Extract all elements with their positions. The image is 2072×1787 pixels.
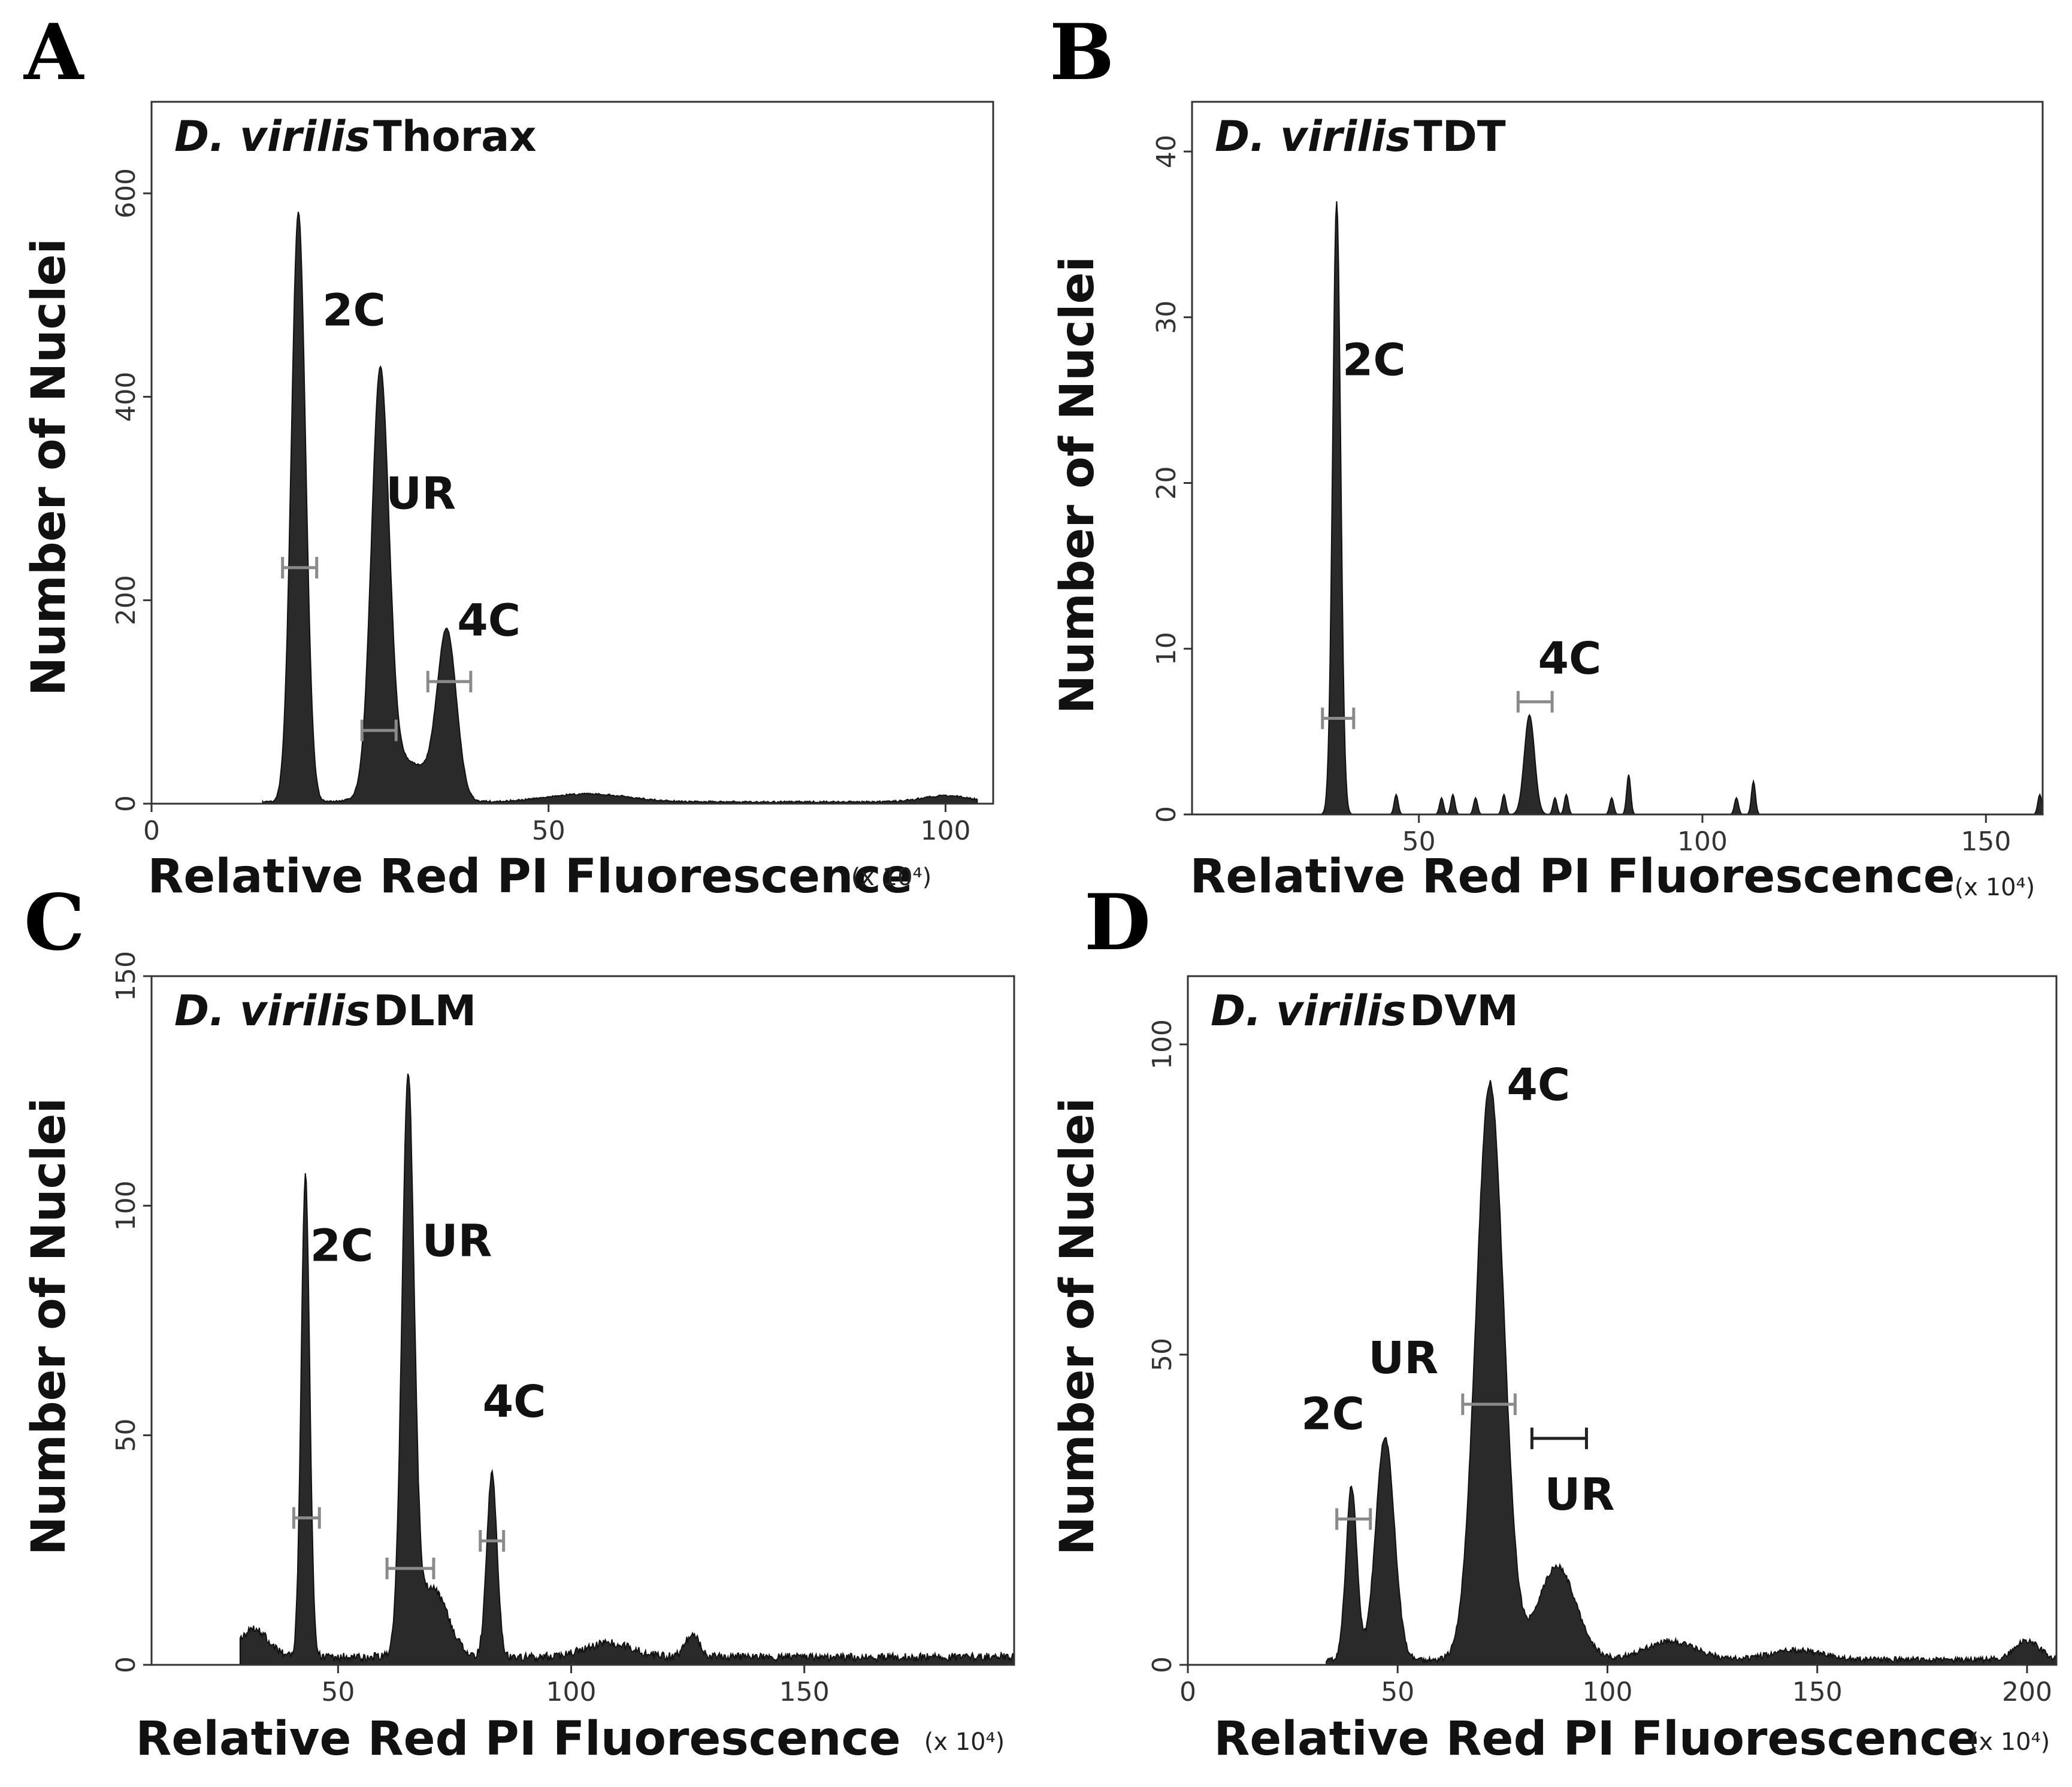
y-tick-label: 0 <box>1151 806 1182 823</box>
y-tick-label: 20 <box>1151 467 1182 500</box>
peak-label: 4C <box>483 1376 546 1428</box>
peak-label: 2C <box>322 285 386 337</box>
gate-marker <box>1516 690 1554 713</box>
y-tick-label: 10 <box>1151 632 1182 665</box>
x-scale-note: (x 10⁴) <box>1955 874 2035 901</box>
peak-label: 2C <box>310 1220 374 1271</box>
peak-label: UR <box>422 1216 492 1267</box>
x-axis-label: Relative Red PI Fluorescence <box>135 1712 900 1766</box>
x-scale-note: (x 10⁴) <box>1970 1728 2050 1756</box>
plot-frame <box>150 975 1015 1666</box>
y-tick-label: 200 <box>111 575 141 625</box>
gate-marker <box>360 719 398 741</box>
title-species: D. virilis <box>1211 986 1406 1035</box>
plot-title: D. virilis DVM <box>1211 986 1519 1035</box>
y-axis-label: Number of Nuclei <box>1051 1098 1105 1556</box>
gate-marker <box>426 671 473 693</box>
gate-marker <box>292 1507 321 1529</box>
plot-frame <box>1187 975 2058 1666</box>
x-tick-label: 150 <box>779 1677 830 1707</box>
x-tick-label: 50 <box>1402 826 1436 857</box>
panel-d: D 0 50 100 150 200 0 50 100 D. virilis DVM Relativ… <box>1051 878 2058 1766</box>
y-tick-label: 600 <box>111 168 141 219</box>
title-tissue: Thorax <box>373 112 537 161</box>
gate-marker <box>1335 1508 1372 1530</box>
x-scale-note: (x 10⁴) <box>924 1728 1005 1756</box>
x-tick-label: 50 <box>321 1677 355 1707</box>
plot-title: D. virilis Thorax <box>174 112 537 161</box>
y-tick-label: 50 <box>111 1419 141 1452</box>
gate-marker <box>1461 1393 1517 1415</box>
x-tick-label: 100 <box>920 816 970 846</box>
x-tick-label: 200 <box>2002 1677 2052 1707</box>
plot-frame <box>1191 101 2044 816</box>
y-tick-label: 100 <box>1147 1019 1178 1070</box>
y-axis-label: Number of Nuclei <box>22 1098 76 1556</box>
panel-a: A 0 50 100 0 200 400 600 D. virilis Thorax Relati… <box>22 8 994 904</box>
y-tick-label: 150 <box>111 951 141 1001</box>
panel-b: B 50 100 150 0 10 20 30 40 D. virilis TDT Relative… <box>1049 8 2044 904</box>
y-tick-label: 100 <box>111 1180 141 1231</box>
x-tick-label: 0 <box>143 816 160 846</box>
peak-label: UR <box>1544 1469 1614 1521</box>
y-axis-label: Number of Nuclei <box>1051 256 1105 714</box>
x-tick-label: 50 <box>532 816 565 846</box>
x-tick-label: 150 <box>1792 1677 1843 1707</box>
peak-label: 4C <box>1507 1059 1570 1111</box>
title-species: D. virilis <box>174 986 370 1035</box>
x-tick-label: 150 <box>1961 826 2011 857</box>
plot-title: D. virilis DLM <box>174 986 476 1035</box>
histogram-area <box>262 211 978 804</box>
panel-letter: C <box>24 878 85 968</box>
panel-letter: A <box>23 8 84 98</box>
x-tick-label: 100 <box>1582 1677 1632 1707</box>
y-tick-label: 0 <box>111 1656 141 1673</box>
peak-label: 2C <box>1342 335 1406 386</box>
peak-label: 2C <box>1301 1388 1365 1440</box>
peak-label: UR <box>386 468 456 519</box>
x-axis-label: Relative Red PI Fluorescence <box>1214 1712 1979 1766</box>
y-tick-label: 30 <box>1151 301 1182 334</box>
y-tick-label: 40 <box>1151 135 1182 168</box>
plot-frame <box>150 101 994 805</box>
x-axis-label: Relative Red PI Fluorescence <box>1190 850 1955 904</box>
title-tissue: DVM <box>1409 986 1519 1035</box>
panel-letter: D <box>1084 878 1151 968</box>
plot-title: D. virilis TDT <box>1215 112 1506 161</box>
gate-marker <box>479 1530 506 1552</box>
y-axis-label: Number of Nuclei <box>22 238 76 696</box>
title-species: D. virilis <box>1215 112 1411 161</box>
histogram-area <box>239 1073 1015 1665</box>
gate-marker <box>1530 1427 1588 1449</box>
title-tissue: TDT <box>1414 112 1506 161</box>
histogram-area <box>1326 1080 2058 1665</box>
title-tissue: DLM <box>373 986 476 1035</box>
histogram-area <box>1305 201 2043 815</box>
gate-marker <box>385 1558 435 1579</box>
y-tick-label: 0 <box>1147 1656 1178 1673</box>
peak-label: 4C <box>457 595 521 647</box>
peak-label: 4C <box>1538 633 1601 684</box>
x-tick-label: 0 <box>1179 1677 1196 1707</box>
x-tick-label: 100 <box>546 1677 597 1707</box>
gate-marker <box>1321 707 1356 729</box>
x-tick-label: 50 <box>1381 1677 1414 1707</box>
gate-marker <box>281 556 319 578</box>
panel-c: C 50 100 150 0 50 100 150 D. virilis DLM Relative… <box>22 878 1015 1766</box>
y-tick-label: 0 <box>111 795 141 812</box>
y-tick-label: 50 <box>1147 1338 1178 1371</box>
peak-label: UR <box>1368 1332 1438 1384</box>
y-tick-label: 400 <box>111 372 141 422</box>
title-species: D. virilis <box>174 112 370 161</box>
x-axis-label: Relative Red PI Fluorescence <box>147 850 912 904</box>
x-tick-label: 100 <box>1677 826 1728 857</box>
panel-letter: B <box>1049 8 1114 98</box>
x-scale-note: (x 10⁴) <box>851 864 932 891</box>
